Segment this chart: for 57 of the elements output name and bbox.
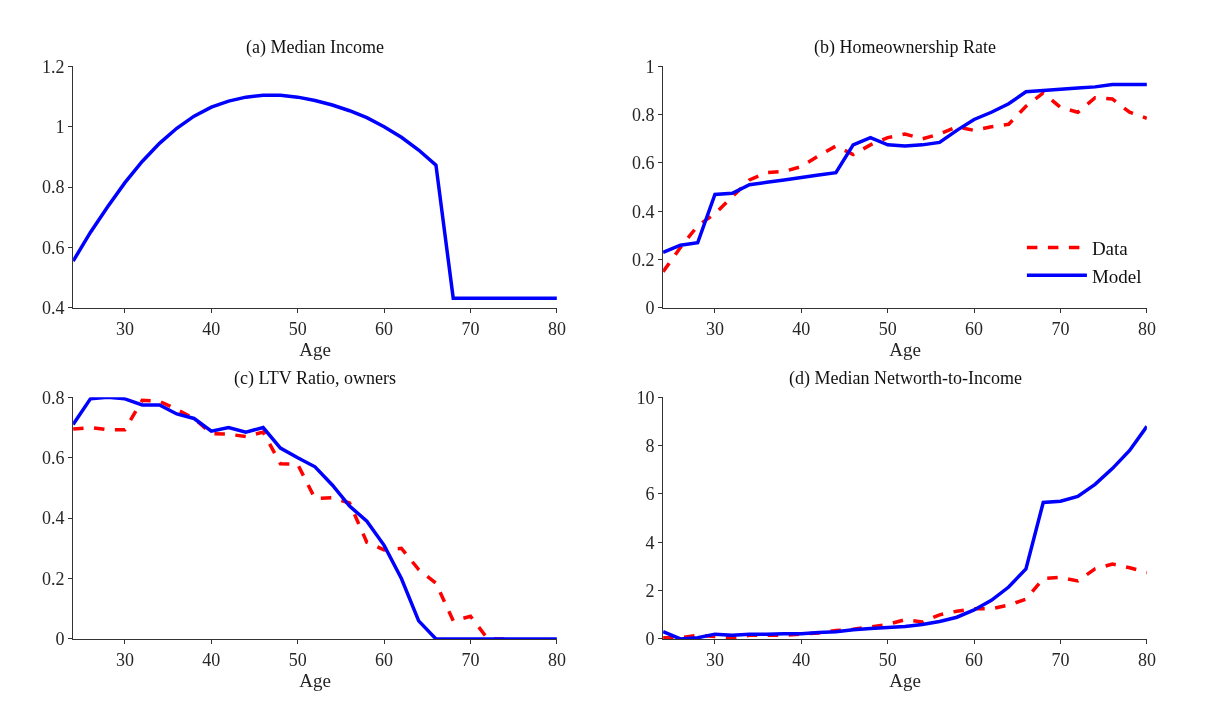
x-tick-label: 80 bbox=[1137, 649, 1156, 670]
x-tick-label: 40 bbox=[792, 649, 811, 670]
chart-title: (d) Median Networth-to-Income bbox=[789, 368, 1022, 389]
y-tick-label: 0.4 bbox=[42, 508, 65, 529]
y-tick-label: 0.4 bbox=[632, 201, 655, 222]
y-tick-label: 2 bbox=[645, 580, 655, 601]
x-tick-label: 60 bbox=[965, 318, 984, 339]
y-tick-label: 0 bbox=[55, 629, 65, 650]
y-tick-label: 0.6 bbox=[42, 448, 65, 469]
x-tick-label: 50 bbox=[878, 318, 897, 339]
x-tick-label: 70 bbox=[1051, 318, 1070, 339]
x-tick-label: 30 bbox=[705, 318, 724, 339]
x-tick-label: 30 bbox=[705, 649, 724, 670]
y-tick-label: 1 bbox=[55, 117, 65, 138]
x-tick-label: 60 bbox=[965, 649, 984, 670]
x-axis-title: Age bbox=[889, 669, 921, 691]
chart-title: (a) Median Income bbox=[246, 37, 384, 58]
chart-title: (b) Homeownership Rate bbox=[814, 37, 996, 58]
y-tick-label: 0.8 bbox=[632, 104, 655, 125]
legend-label: Data bbox=[1091, 237, 1129, 259]
x-tick-label: 70 bbox=[461, 318, 480, 339]
y-tick-label: 0.2 bbox=[632, 249, 655, 270]
y-tick-label: 0.6 bbox=[42, 237, 65, 258]
line-series bbox=[73, 93, 557, 301]
x-tick-label: 60 bbox=[375, 318, 394, 339]
x-tick-label: 30 bbox=[115, 318, 134, 339]
y-tick-label: 0 bbox=[645, 298, 655, 319]
x-tick-label: 60 bbox=[375, 649, 394, 670]
y-tick-label: 0.2 bbox=[42, 568, 65, 589]
y-tick-label: 1.2 bbox=[42, 56, 65, 77]
y-tick-label: 1 bbox=[645, 56, 655, 77]
y-tick-label: 4 bbox=[645, 532, 655, 553]
y-tick-label: 8 bbox=[645, 435, 655, 456]
y-tick-label: 6 bbox=[645, 484, 655, 505]
x-tick-label: 40 bbox=[202, 318, 221, 339]
x-axis-title: Age bbox=[299, 669, 331, 691]
y-tick-label: 0.6 bbox=[632, 153, 655, 174]
x-tick-label: 70 bbox=[1051, 649, 1070, 670]
x-axis-title: Age bbox=[889, 338, 921, 360]
y-tick-label: 0.8 bbox=[42, 387, 65, 408]
x-tick-label: 80 bbox=[547, 649, 566, 670]
x-tick-label: 50 bbox=[878, 649, 897, 670]
y-tick-label: 0.4 bbox=[42, 298, 65, 319]
x-tick-label: 40 bbox=[202, 649, 221, 670]
y-tick-label: 0.8 bbox=[42, 177, 65, 198]
x-tick-label: 80 bbox=[1137, 318, 1156, 339]
y-tick-label: 10 bbox=[636, 387, 655, 408]
x-tick-label: 40 bbox=[792, 318, 811, 339]
x-axis-title: Age bbox=[299, 338, 331, 360]
x-tick-label: 70 bbox=[461, 649, 480, 670]
chart-title: (c) LTV Ratio, owners bbox=[234, 368, 396, 389]
x-tick-label: 50 bbox=[288, 318, 307, 339]
legend-label: Model bbox=[1091, 265, 1142, 287]
y-tick-label: 0 bbox=[645, 629, 655, 650]
x-tick-label: 80 bbox=[547, 318, 566, 339]
x-tick-label: 30 bbox=[115, 649, 134, 670]
x-tick-label: 50 bbox=[288, 649, 307, 670]
